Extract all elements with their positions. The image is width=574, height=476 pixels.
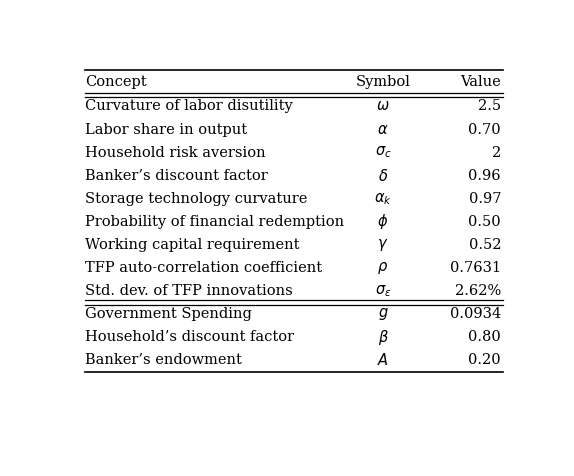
Text: $\alpha_k$: $\alpha_k$ (374, 191, 392, 207)
Text: Banker’s discount factor: Banker’s discount factor (85, 169, 268, 183)
Text: 0.80: 0.80 (468, 330, 501, 344)
Text: Curvature of labor disutility: Curvature of labor disutility (85, 99, 293, 113)
Text: Symbol: Symbol (356, 75, 410, 89)
Text: 0.97: 0.97 (468, 192, 501, 206)
Text: 0.70: 0.70 (468, 122, 501, 137)
Text: 2.62%: 2.62% (455, 284, 501, 298)
Text: Government Spending: Government Spending (85, 307, 252, 321)
Text: $\sigma_\varepsilon$: $\sigma_\varepsilon$ (375, 283, 391, 299)
Text: $A$: $A$ (377, 352, 389, 368)
Text: $\gamma$: $\gamma$ (377, 237, 389, 253)
Text: 0.50: 0.50 (468, 215, 501, 229)
Text: $\delta$: $\delta$ (378, 168, 388, 184)
Text: 0.52: 0.52 (468, 238, 501, 252)
Text: Household’s discount factor: Household’s discount factor (85, 330, 294, 344)
Text: 0.96: 0.96 (468, 169, 501, 183)
Text: Std. dev. of TFP innovations: Std. dev. of TFP innovations (85, 284, 293, 298)
Text: 2.5: 2.5 (478, 99, 501, 113)
Text: 0.0934: 0.0934 (450, 307, 501, 321)
Text: Concept: Concept (85, 75, 147, 89)
Text: Labor share in output: Labor share in output (85, 122, 247, 137)
Text: 0.7631: 0.7631 (450, 261, 501, 275)
Text: Household risk aversion: Household risk aversion (85, 146, 266, 159)
Text: $\sigma_c$: $\sigma_c$ (375, 145, 391, 160)
Text: Storage technology curvature: Storage technology curvature (85, 192, 308, 206)
Text: 0.20: 0.20 (468, 353, 501, 367)
Text: 2: 2 (492, 146, 501, 159)
Text: $\rho$: $\rho$ (378, 260, 389, 276)
Text: Value: Value (460, 75, 501, 89)
Text: TFP auto-correlation coefficient: TFP auto-correlation coefficient (85, 261, 322, 275)
Text: Banker’s endowment: Banker’s endowment (85, 353, 242, 367)
Text: $g$: $g$ (378, 306, 389, 322)
Text: Working capital requirement: Working capital requirement (85, 238, 300, 252)
Text: $\beta$: $\beta$ (378, 328, 389, 347)
Text: $\phi$: $\phi$ (378, 212, 389, 231)
Text: $\omega$: $\omega$ (376, 99, 390, 113)
Text: Probability of financial redemption: Probability of financial redemption (85, 215, 344, 229)
Text: $\alpha$: $\alpha$ (377, 122, 389, 137)
